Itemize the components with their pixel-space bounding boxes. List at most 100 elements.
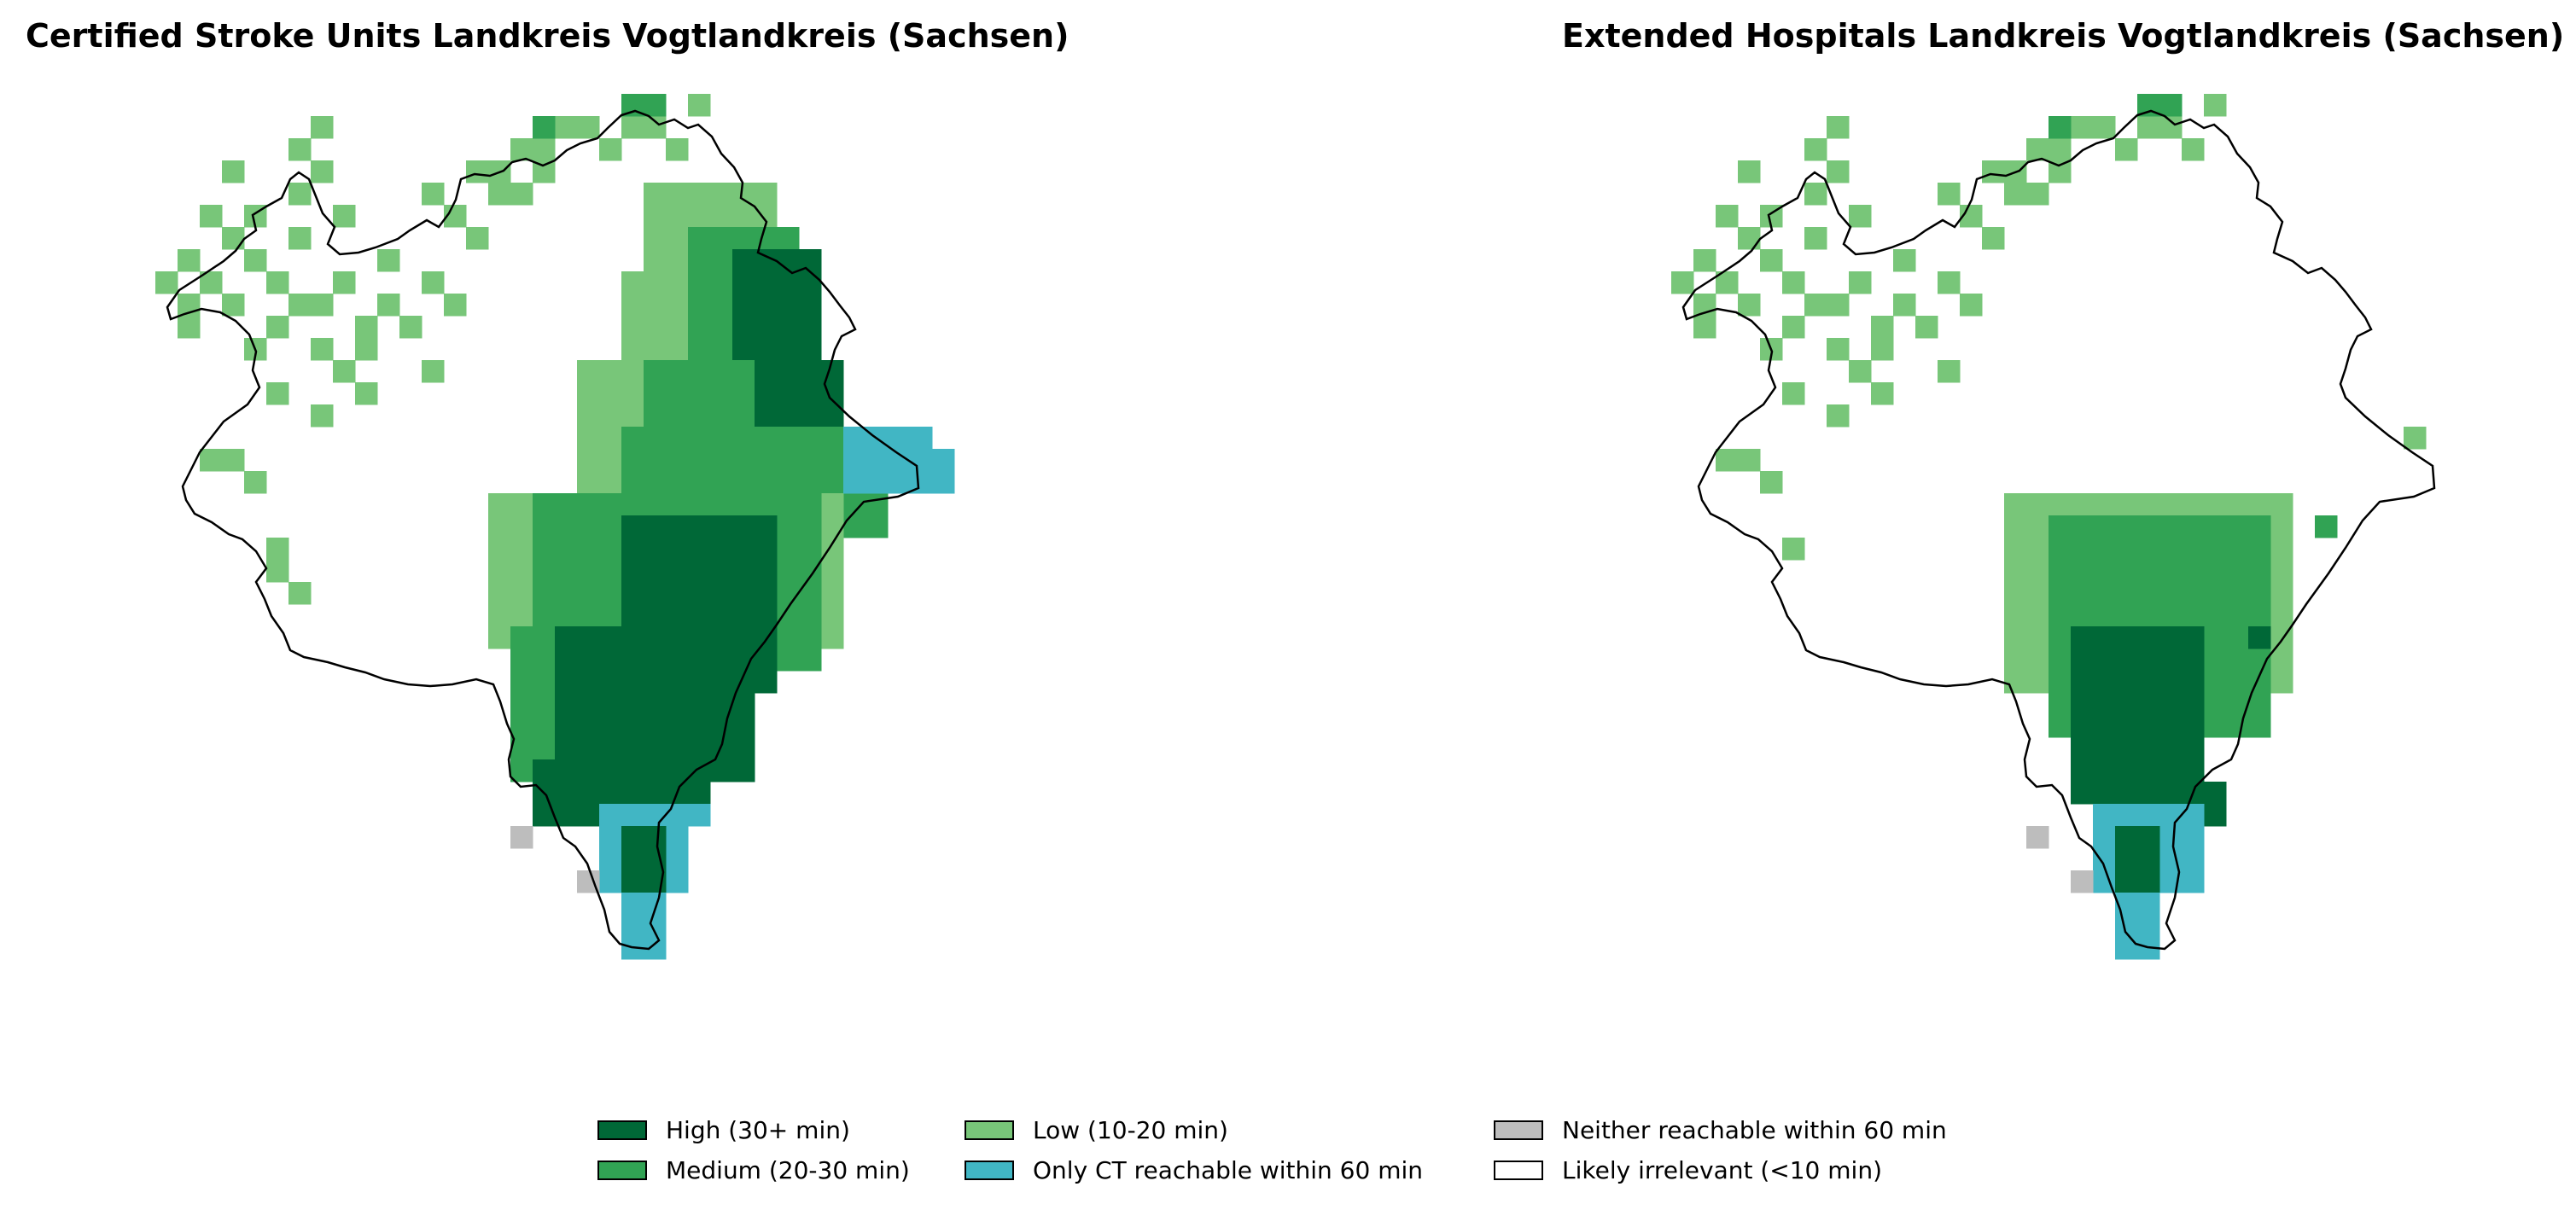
legend-swatch-irrelevant (1494, 1161, 1543, 1180)
grid-cell (2204, 693, 2227, 716)
grid-cell (2182, 626, 2205, 649)
grid-cell (577, 382, 600, 405)
grid-cell (755, 582, 778, 605)
grid-cell (2115, 737, 2138, 760)
grid-cell (377, 294, 400, 317)
grid-cell (688, 205, 711, 228)
grid-cell (222, 294, 245, 317)
grid-cell (777, 493, 800, 516)
grid-cell (688, 271, 711, 294)
grid-cell (599, 759, 622, 782)
grid-cell (2137, 737, 2160, 760)
grid-cell (799, 294, 822, 317)
grid-cell (621, 715, 644, 738)
grid-cell (444, 294, 467, 317)
grid-cell (2137, 493, 2160, 516)
grid-cell (666, 870, 689, 893)
grid-cell (688, 582, 711, 605)
grid-cell (777, 382, 800, 405)
grid-cell (333, 205, 356, 228)
grid-cell (599, 404, 622, 428)
grid-cell (843, 471, 866, 494)
grid-cell (1738, 227, 1761, 250)
grid-cell (1804, 294, 1827, 317)
grid-cell (644, 338, 667, 361)
grid-cell (510, 515, 533, 538)
grid-cell (577, 693, 600, 716)
grid-cell (2093, 693, 2116, 716)
grid-cell (2137, 848, 2160, 871)
grid-cell (2204, 582, 2227, 605)
grid-cell (732, 205, 755, 228)
grid-cell (599, 538, 622, 561)
grid-cell (799, 493, 822, 516)
grid-cell (755, 227, 778, 250)
grid-cell (644, 249, 667, 272)
grid-cell (2204, 515, 2227, 538)
grid-cell (821, 493, 844, 516)
grid-cell (533, 515, 556, 538)
grid-cell (932, 449, 955, 472)
grid-cell (666, 804, 689, 827)
grid-cell (266, 271, 289, 294)
grid-cell (1871, 316, 1894, 339)
grid-cell (688, 693, 711, 716)
grid-cell (688, 360, 711, 383)
grid-cell (843, 449, 866, 472)
grid-cell (688, 560, 711, 583)
grid-cell (2004, 626, 2027, 649)
grid-cell (621, 271, 644, 294)
grid-cell (644, 449, 667, 472)
grid-cell (732, 294, 755, 317)
grid-cell (621, 449, 644, 472)
grid-cell (577, 449, 600, 472)
grid-cell (688, 804, 711, 827)
grid-cell (1938, 183, 1961, 206)
grid-cell (488, 626, 511, 649)
grid-cell (2159, 649, 2183, 672)
grid-cell (577, 715, 600, 738)
grid-cell (577, 671, 600, 694)
grid-cell (2004, 604, 2027, 627)
grid-cell (488, 493, 511, 516)
grid-cell (755, 427, 778, 450)
grid-cell (2026, 649, 2049, 672)
grid-cell (2270, 582, 2293, 605)
grid-cell (2182, 715, 2205, 738)
legend-label-irrelevant: Likely irrelevant (<10 min) (1562, 1156, 1882, 1184)
grid-cell (533, 737, 556, 760)
grid-cell (666, 338, 689, 361)
grid-cell (644, 116, 667, 139)
grid-cell (2159, 759, 2183, 782)
grid-cell (621, 427, 644, 450)
grid-cell (2182, 604, 2205, 627)
grid-cell (644, 360, 667, 383)
grid-cell (710, 604, 733, 627)
grid-cell (732, 249, 755, 272)
grid-cell (644, 560, 667, 583)
grid-cell (2226, 560, 2249, 583)
grid-cell (666, 693, 689, 716)
grid-cell (2137, 893, 2160, 916)
grid-cell (710, 649, 733, 672)
grid-cell (621, 382, 644, 405)
grid-cell (755, 604, 778, 627)
grid-cell (2137, 804, 2160, 827)
grid-cell (2270, 493, 2293, 516)
grid-cell (865, 471, 889, 494)
grid-cell (621, 493, 644, 516)
grid-cell (1982, 227, 2005, 250)
grid-cell (533, 138, 556, 161)
grid-cell (533, 604, 556, 627)
grid-cell (644, 183, 667, 206)
grid-cell (621, 759, 644, 782)
grid-cell (644, 715, 667, 738)
grid-cell (2026, 604, 2049, 627)
grid-cell (510, 538, 533, 561)
grid-cell (1938, 360, 1961, 383)
grid-cell (311, 294, 334, 317)
grid-cell (2248, 538, 2271, 561)
grid-cell (2159, 116, 2183, 139)
grid-cell (599, 804, 622, 827)
grid-cell (244, 471, 267, 494)
